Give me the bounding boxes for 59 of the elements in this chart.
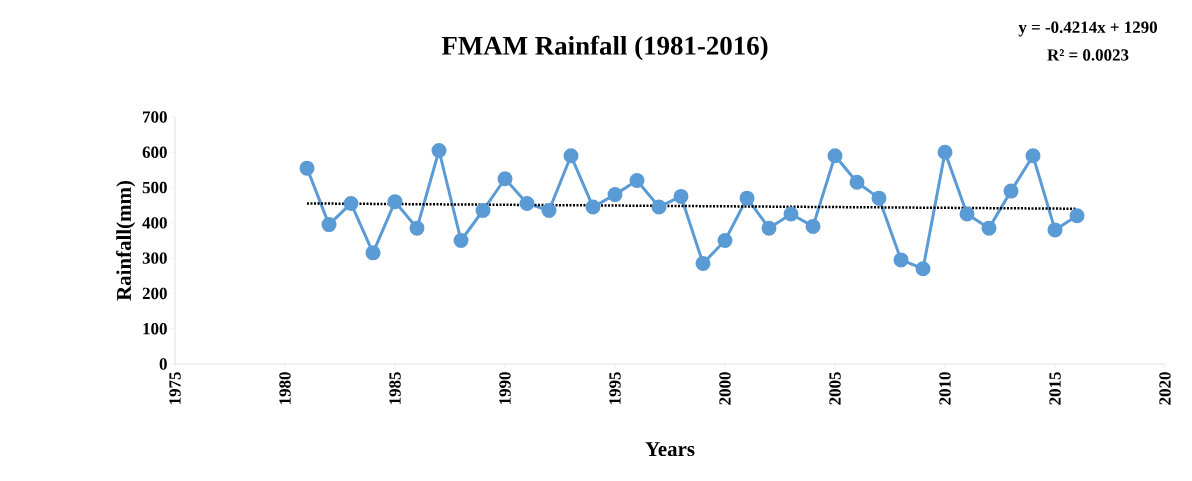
y-tick-label: 300 xyxy=(142,252,167,264)
point xyxy=(519,195,535,211)
point xyxy=(497,171,513,187)
point xyxy=(805,218,821,234)
point xyxy=(1069,208,1085,224)
point xyxy=(739,190,755,206)
point xyxy=(453,232,469,248)
y-tick-label: 600 xyxy=(142,146,167,158)
x-tick-label: 1985 xyxy=(389,372,401,405)
point xyxy=(673,188,689,204)
text: y = -0.4214x + 1290 xyxy=(1018,21,1157,37)
point xyxy=(651,199,667,215)
point xyxy=(827,148,843,164)
point xyxy=(365,245,381,261)
point xyxy=(893,252,909,268)
point xyxy=(1003,183,1019,199)
x-tick-label: 2015 xyxy=(1049,372,1061,405)
point xyxy=(1025,148,1041,164)
point xyxy=(871,190,887,206)
point xyxy=(563,148,579,164)
point xyxy=(761,220,777,236)
y-tick-label: 500 xyxy=(142,181,167,194)
x-tick-label: 2000 xyxy=(719,372,731,405)
point xyxy=(849,174,865,190)
point xyxy=(541,203,557,218)
point xyxy=(959,206,975,222)
point xyxy=(321,217,337,233)
point xyxy=(409,220,425,236)
point xyxy=(1047,222,1063,238)
point xyxy=(585,199,601,215)
point xyxy=(343,195,359,211)
x-tick-label: 1995 xyxy=(609,372,621,405)
y-tick-label: 0 xyxy=(159,358,167,370)
y-axis-title: Rainfall(mm) xyxy=(116,180,136,301)
point xyxy=(695,255,711,271)
point xyxy=(783,206,799,222)
point xyxy=(915,261,931,277)
x-tick-label: 2005 xyxy=(829,372,841,405)
x-tick-label: 1975 xyxy=(169,372,181,405)
y-tick-label: 700 xyxy=(143,111,167,123)
point xyxy=(717,232,733,248)
point xyxy=(475,203,491,218)
y-tick-label: 400 xyxy=(142,217,167,229)
point xyxy=(629,173,645,189)
x-tick-label: 2010 xyxy=(939,372,951,405)
x-axis-title: Years xyxy=(645,442,695,457)
x-tick-label: 1980 xyxy=(279,372,291,405)
point xyxy=(299,160,315,176)
y-tick-label: 200 xyxy=(142,287,167,300)
text: R² = 0.0023 xyxy=(1047,49,1129,61)
y-tick-label: 100 xyxy=(143,322,167,335)
x-tick-label: 2020 xyxy=(1159,372,1171,405)
point xyxy=(387,194,403,210)
point xyxy=(937,144,953,160)
chart-title: FMAM Rainfall (1981-2016) xyxy=(441,35,768,61)
point xyxy=(431,143,447,159)
point xyxy=(607,187,623,203)
point xyxy=(981,220,997,236)
x-tick-label: 1990 xyxy=(499,372,511,405)
